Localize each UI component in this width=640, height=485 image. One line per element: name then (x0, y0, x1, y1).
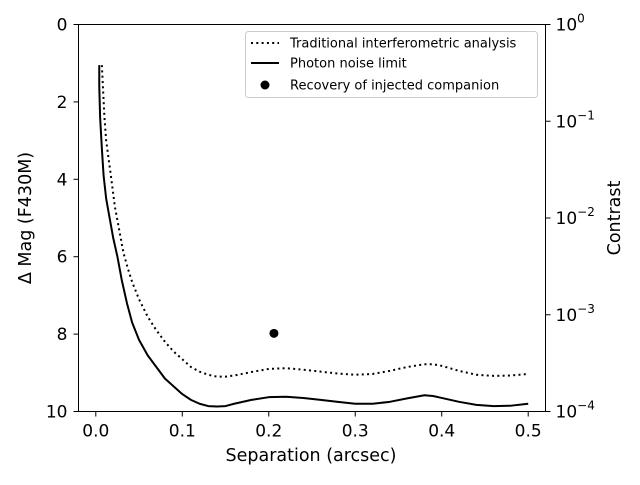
y-axis-title-left: Δ Mag (F430M) (16, 152, 36, 284)
x-tick-label: 0.3 (342, 422, 369, 442)
legend-frame (245, 31, 538, 98)
contrast-tick-label: 10−2 (556, 205, 595, 229)
y-tick-label: 10 (46, 403, 68, 423)
contrast-tick-label: 10−4 (556, 399, 595, 423)
y-tick-label: 2 (57, 93, 68, 113)
x-tick-label: 0.2 (255, 422, 282, 442)
x-tick-label: 0.4 (428, 422, 455, 442)
legend-label-photon-noise: Photon noise limit (290, 57, 407, 72)
contrast-tick-label: 100 (556, 12, 585, 36)
y-tick-label: 0 (57, 16, 68, 36)
y-tick-label: 6 (57, 248, 68, 268)
x-tick-label: 0.1 (169, 422, 196, 442)
legend-marker-swatch (260, 80, 270, 90)
x-axis-title: Separation (arcsec) (225, 446, 396, 466)
legend: Traditional interferometric analysis Pho… (245, 31, 538, 98)
y-axis-title-right: Contrast (605, 180, 625, 255)
injected-companion-point (269, 328, 279, 338)
y-tick-label: 4 (57, 170, 68, 190)
legend-label-traditional: Traditional interferometric analysis (289, 37, 517, 52)
contrast-tick-label: 10−3 (556, 302, 595, 326)
y-tick-label: 8 (57, 325, 68, 345)
x-tick-label: 0.5 (515, 422, 542, 442)
photon-noise-line (98, 65, 529, 408)
legend-label-recovery: Recovery of injected companion (290, 79, 499, 94)
contrast-tick-label: 10−1 (556, 108, 595, 132)
x-tick-label: 0.0 (82, 422, 109, 442)
